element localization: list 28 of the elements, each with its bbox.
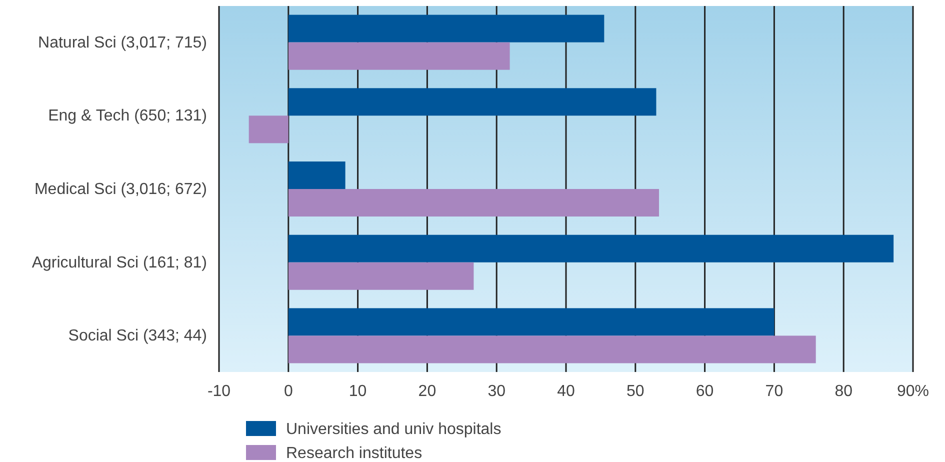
y-tick-label: Eng & Tech (650; 131) (48, 108, 207, 125)
x-tick-label: 90% (896, 383, 930, 400)
bar (288, 234, 894, 262)
x-tick-label: 60 (696, 383, 714, 400)
bar (288, 189, 659, 217)
x-tick-label: 80 (834, 383, 853, 400)
bar (288, 14, 604, 42)
x-tick-label: 50 (626, 383, 644, 400)
x-tick-label: -10 (207, 383, 231, 400)
bar (288, 336, 816, 364)
x-tick-label: 30 (488, 383, 506, 400)
x-tick-label: 70 (765, 383, 784, 400)
legend-label: Research institutes (286, 445, 422, 462)
bar (288, 88, 656, 116)
x-tick-label: 40 (557, 383, 575, 400)
bar (288, 262, 474, 290)
legend-label: Universities and univ hospitals (286, 421, 502, 438)
y-tick-label: Social Sci (343; 44) (68, 328, 207, 345)
x-tick-label: 10 (348, 383, 367, 400)
bar (288, 42, 510, 70)
y-tick-label: Medical Sci (3,016; 672) (34, 181, 207, 198)
x-tick-label: 0 (284, 383, 293, 400)
x-tick-label: 20 (418, 383, 436, 400)
y-tick-label: Natural Sci (3,017; 715) (38, 34, 207, 52)
bar (248, 116, 288, 144)
bar (288, 161, 346, 189)
y-tick-label: Agricultural Sci (161; 81) (32, 254, 207, 272)
bar (288, 308, 774, 336)
